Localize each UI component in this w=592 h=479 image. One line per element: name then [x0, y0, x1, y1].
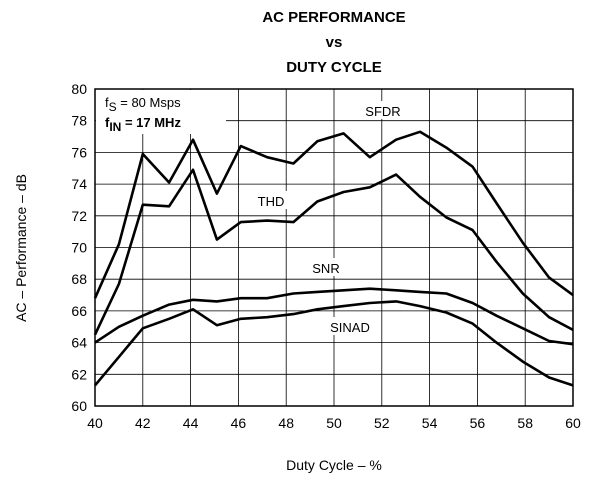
- series-line: [94, 287, 574, 346]
- x-tick-label: 48: [278, 415, 294, 431]
- annotation-box: [96, 90, 226, 134]
- y-tick-label: 70: [71, 240, 87, 256]
- annotation: fS = 80 Msps: [105, 95, 181, 114]
- series-label: SFDR: [365, 104, 400, 119]
- y-tick-label: 62: [71, 366, 87, 382]
- annotation-part: = 80 Msps: [117, 95, 181, 110]
- chart-title: DUTY CYCLE: [286, 59, 382, 76]
- series-label-bg: [322, 317, 378, 335]
- series-label: SNR: [312, 261, 339, 276]
- y-tick-label: 64: [71, 335, 87, 351]
- x-tick-label: 56: [470, 415, 486, 431]
- annotation-subscript: IN: [109, 120, 121, 134]
- y-tick-label: 80: [71, 81, 87, 97]
- x-tick-label: 44: [183, 415, 199, 431]
- series-line: [94, 300, 574, 387]
- y-tick-label: 74: [71, 176, 87, 192]
- annotation-part: f: [105, 95, 109, 110]
- series-label-bg: [360, 101, 406, 119]
- y-tick-label: 76: [71, 144, 87, 160]
- plot-frame: [94, 88, 574, 407]
- x-tick-label: 58: [517, 415, 533, 431]
- series-label-bg: [307, 258, 345, 276]
- y-tick-label: 66: [71, 303, 87, 319]
- series-line: [93, 168, 574, 336]
- annotation: fIN = 17 MHz: [105, 115, 181, 134]
- x-tick-label: 40: [87, 415, 103, 431]
- series-label-bg: [252, 191, 290, 209]
- x-tick-label: 60: [565, 415, 581, 431]
- y-tick-label: 60: [71, 398, 87, 414]
- series-label: SINAD: [330, 320, 370, 335]
- annotation-subscript: S: [109, 100, 117, 114]
- x-tick-label: 42: [135, 415, 151, 431]
- chart-title: AC PERFORMANCE: [262, 9, 405, 26]
- x-tick-label: 46: [231, 415, 247, 431]
- series-line: [93, 130, 574, 299]
- y-tick-label: 68: [71, 271, 87, 287]
- x-tick-label: 54: [422, 415, 438, 431]
- x-tick-label: 52: [374, 415, 390, 431]
- series-label: THD: [258, 194, 285, 209]
- y-tick-label: 78: [71, 113, 87, 129]
- y-axis-label: AC – Performance – dB: [13, 174, 29, 322]
- x-tick-label: 50: [326, 415, 342, 431]
- annotation-part: = 17 MHz: [121, 115, 181, 130]
- annotation-part: f: [105, 115, 110, 130]
- y-tick-label: 72: [71, 208, 87, 224]
- chart-title: vs: [326, 34, 343, 51]
- x-axis-label: Duty Cycle – %: [286, 457, 382, 473]
